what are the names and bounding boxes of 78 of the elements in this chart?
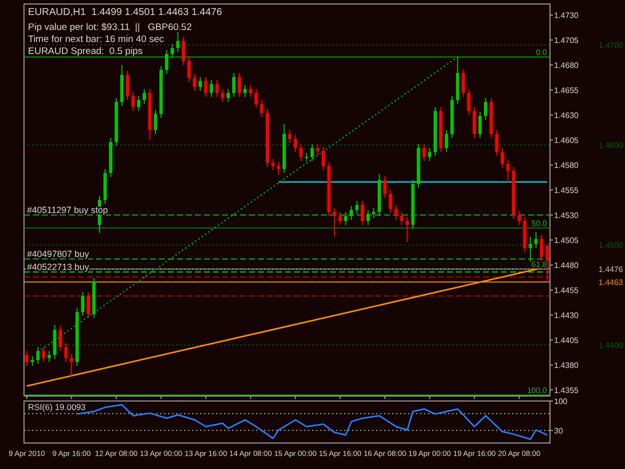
- candlestick: [534, 232, 538, 248]
- candlestick: [316, 144, 320, 156]
- candlestick: [462, 68, 465, 98]
- y-tick-label: 1.4555: [554, 186, 580, 195]
- y-tick-label: 1.4680: [554, 61, 580, 70]
- candlestick: [81, 292, 84, 316]
- candlestick: [137, 96, 140, 112]
- y-tick-label: 100: [554, 397, 568, 406]
- y-tick-label: 1.4605: [554, 136, 580, 145]
- ref-line-label: 1.4700: [598, 41, 624, 50]
- candlestick: [383, 176, 387, 198]
- y-tick-label: 1.4430: [554, 311, 580, 320]
- candlestick: [204, 76, 208, 98]
- annotation: Pip value per lot: $93.11 || GBP60.52: [28, 22, 192, 33]
- candlestick: [220, 88, 224, 102]
- chart-title: RSI(6) 19.0093: [28, 402, 86, 412]
- candlestick: [165, 50, 168, 74]
- candlestick: [467, 88, 471, 116]
- y-tick-label: 1.4455: [554, 286, 580, 295]
- candlestick: [322, 146, 326, 170]
- candlestick: [338, 212, 342, 226]
- y-tick-label: 1.4630: [554, 111, 580, 120]
- candlestick: [58, 326, 62, 352]
- candlestick: [388, 190, 392, 214]
- candlestick: [518, 210, 521, 226]
- y-tick-label: 1.4355: [554, 386, 580, 395]
- candlestick: [176, 32, 180, 52]
- candlestick: [42, 346, 46, 362]
- y-tick-label: 1.4405: [554, 336, 580, 345]
- candlestick: [540, 234, 544, 262]
- annotation: 100.0: [526, 386, 548, 395]
- candlestick: [48, 350, 51, 362]
- candlestick: [310, 144, 314, 162]
- candlestick: [428, 148, 432, 162]
- candlestick: [294, 134, 298, 152]
- ref-line-label: 1.4600: [598, 141, 624, 150]
- ref-line-label: 1.4500: [598, 241, 624, 250]
- candlestick: [86, 292, 90, 318]
- y-tick-label: 1.4530: [554, 211, 580, 220]
- candlestick: [288, 130, 292, 144]
- ref-line-label: 1.4463: [598, 278, 624, 287]
- candlestick: [495, 130, 499, 156]
- annotation: Time for next bar: 16 min 40 sec: [28, 34, 164, 45]
- y-tick-label: 1.4655: [554, 86, 580, 95]
- candlestick: [232, 72, 236, 98]
- annotation: EURAUD Spread: 0.5 pips: [28, 46, 143, 57]
- y-tick-label: 1.4580: [554, 161, 580, 170]
- candlestick: [484, 98, 488, 120]
- candlestick: [198, 76, 202, 92]
- candlestick: [422, 144, 426, 162]
- chart-title: EURAUD,H1 1.4499 1.4501 1.4463 1.4476: [28, 7, 222, 18]
- candlestick: [142, 88, 146, 104]
- candlestick: [394, 204, 398, 220]
- candlestick: [260, 100, 264, 118]
- ref-line-label: #40497807 buy: [27, 249, 90, 259]
- y-tick-label: 1.4705: [554, 36, 580, 45]
- candlestick: [400, 212, 404, 226]
- y-tick-label: 1.4380: [554, 361, 580, 370]
- y-tick-label: 30: [554, 426, 564, 436]
- ref-line-label: 1.4476: [598, 265, 624, 274]
- candlestick: [226, 88, 230, 102]
- candlestick: [271, 158, 275, 170]
- y-tick-label: 1.4505: [554, 236, 580, 245]
- candlestick: [30, 356, 34, 366]
- candlestick: [187, 56, 191, 82]
- y-tick-label: 1.4480: [554, 261, 580, 270]
- annotation: 0.0: [536, 48, 548, 57]
- y-tick-label: 1.4730: [554, 11, 580, 20]
- candlestick: [406, 216, 409, 242]
- candlestick: [170, 44, 174, 58]
- candlestick: [131, 92, 135, 112]
- candlestick: [276, 162, 280, 176]
- ref-line-label: 1.4400: [598, 341, 624, 350]
- candlestick: [254, 88, 258, 108]
- candlestick: [248, 84, 252, 98]
- candlestick: [25, 350, 28, 366]
- candlestick: [192, 74, 196, 92]
- annotation: 50.0: [531, 219, 548, 228]
